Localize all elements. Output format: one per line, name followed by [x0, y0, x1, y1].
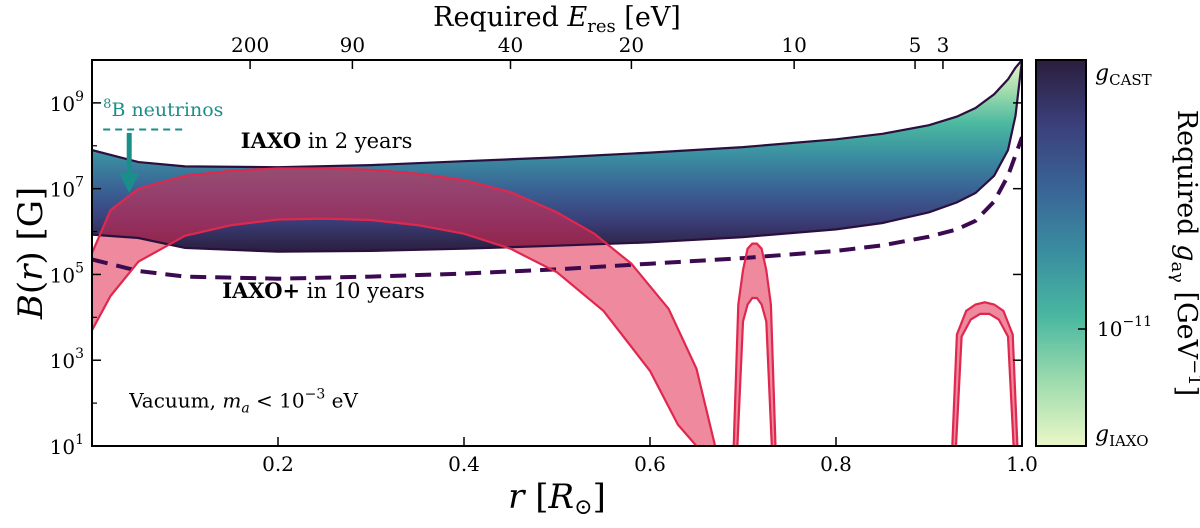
- series-field-band-1-lower: [92, 217, 698, 446]
- field-band-1-fill: [92, 168, 716, 446]
- series-field-band-2-lower: [736, 296, 773, 446]
- series-field-band-3-lower: [954, 312, 1015, 446]
- top-tick-label: 5: [909, 33, 922, 57]
- annotations-layer: IAXO in 2 years IAXO+ in 10 years 8B neutr…: [103, 97, 425, 416]
- top-tick-label: 200: [231, 33, 269, 57]
- plot-frame: [91, 59, 1023, 447]
- x-tick-label: 0.6: [634, 452, 666, 476]
- y-tick-label: 105: [50, 260, 84, 287]
- svg-text:B(r) [G]: B(r) [G]: [11, 187, 51, 320]
- top-tick-label: 40: [498, 33, 523, 57]
- y-tick-label: 107: [50, 175, 84, 202]
- y-tick-label: 103: [50, 346, 84, 373]
- neutrinos-label: 8B neutrinos: [103, 97, 223, 121]
- neutrinos-arrow-head: [119, 172, 140, 193]
- top-tick-label: 20: [619, 33, 644, 57]
- series-field-band-2-upper: [732, 242, 777, 446]
- colorbar-tick-label: 10−11: [1097, 314, 1152, 341]
- iaxo-label: IAXO in 2 years: [241, 128, 413, 153]
- series-iaxo-lower-edge: [92, 60, 1022, 253]
- y-tick-label: 101: [50, 432, 84, 459]
- series-field-band-1-upper: [92, 167, 717, 446]
- series-field-band-3-upper: [951, 301, 1019, 446]
- colorbar-top-label: gCAST: [1095, 61, 1152, 89]
- top-tick-label: 10: [781, 33, 806, 57]
- curves-layer: [92, 60, 1022, 446]
- iaxo-plus-label: IAXO+ in 10 years: [222, 278, 425, 303]
- series-iaxo-in-2-years: [92, 60, 1022, 169]
- x-tick-label: 0.2: [262, 452, 294, 476]
- x-tick-label: 1.0: [1006, 452, 1038, 476]
- top-tick-label: 3: [937, 33, 950, 57]
- field-band-2-fill: [733, 243, 776, 446]
- colorbar-bottom-label: gIAXO: [1095, 422, 1149, 450]
- top-tick-label: 90: [340, 33, 365, 57]
- x-tick-label: 0.8: [820, 452, 852, 476]
- x-axis-title: r [R⊙]: [508, 477, 606, 520]
- y-tick-label: 109: [50, 89, 84, 116]
- svg-text:Required gaγ [GeV−1]: Required gaγ [GeV−1]: [1167, 110, 1200, 396]
- x-tick-label: 0.4: [448, 452, 480, 476]
- y-axis-title: B(r) [G]: [11, 187, 51, 320]
- series-iaxo-in-10-years: [92, 136, 1022, 281]
- top-axis-title: Required Eres [eV]: [433, 2, 681, 37]
- colorbar: [1035, 59, 1087, 447]
- vacuum-label: Vacuum, ma < 10−3 eV: [128, 386, 358, 416]
- colorbar-labels: gCAST gIAXO 10−11: [1078, 61, 1152, 450]
- colorbar-title: Required gaγ [GeV−1]: [1167, 110, 1200, 396]
